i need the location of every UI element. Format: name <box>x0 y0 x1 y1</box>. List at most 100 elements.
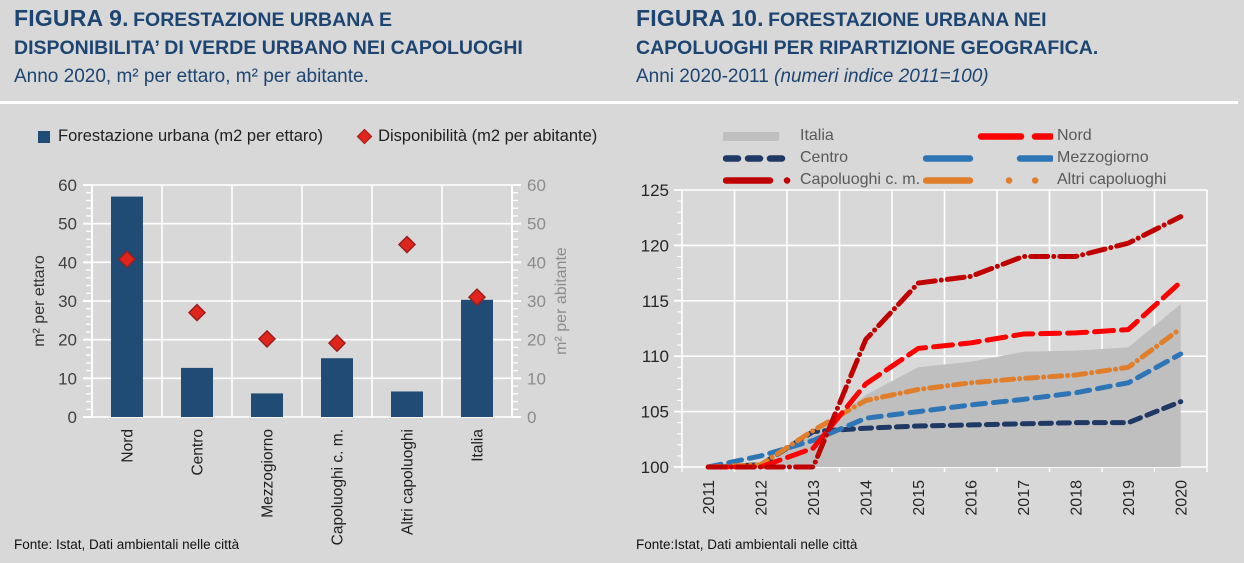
fig9-xlabel: Nord <box>120 429 137 463</box>
figura9-title-line2: DISPONIBILITA’ DI VERDE URBANO NEI CAPOL… <box>14 37 523 59</box>
bar-Capoluoghi c. m. <box>321 358 353 417</box>
fig9-ytick-right: 0 <box>527 408 536 427</box>
fig9-ytick-right: 10 <box>527 369 546 388</box>
legend-item-nord: Nord <box>923 127 1166 145</box>
figura9-chart: 0 0 10 10 20 20 30 30 40 40 50 50 60 60 Nord Centro Mezz… <box>31 176 570 545</box>
figura10-subtitle-italic: (numeri indice 2011=100) <box>774 66 989 87</box>
line-swatch-icon <box>723 130 800 143</box>
line-swatch-icon <box>723 152 800 165</box>
figura9-title-block: FIGURA 9. FORESTAZIONE URBANA E DISPONIB… <box>14 5 614 90</box>
figura9-title: FIGURA 9. FORESTAZIONE URBANA E DISPONIB… <box>14 5 614 63</box>
fig9-diamonds <box>117 235 487 353</box>
bar-Mezzogiorno <box>251 393 283 417</box>
bar-Italia <box>461 299 493 417</box>
legend-item-mezzogiorno: Mezzogiorno <box>923 149 1166 167</box>
figura9-legend: Forestazione urbana (m2 per ettaro) Disp… <box>38 127 597 146</box>
figura10-subtitle-normal: Anni 2020-2011 <box>636 66 775 87</box>
fig9-ytick-right: 30 <box>527 292 546 311</box>
legend-label: Capoluoghi c. m. <box>800 171 921 188</box>
figura10-title-line2: CAPOLUOGHI PER RIPARTIZIONE GEOGRAFICA. <box>636 37 1099 59</box>
figura9-title-line1: FORESTAZIONE URBANA E <box>133 9 393 31</box>
legend-label: Mezzogiorno <box>1057 149 1149 166</box>
fig9-ytick-left: 30 <box>58 292 77 311</box>
figura10-panel: FIGURA 10. FORESTAZIONE URBANA NEI CAPOL… <box>622 0 1244 563</box>
diamond-Mezzogiorno <box>257 329 277 348</box>
legend-label: Centro <box>800 149 849 166</box>
legend-item-italia: Italia <box>723 127 923 145</box>
title-divider-rule <box>0 101 1238 104</box>
fig9-xlabel: Capoluoghi c. m. <box>330 429 347 545</box>
legend-item-capoluoghi-c-m-: Capoluoghi c. m. <box>723 171 923 189</box>
diamond-Altri capoluoghi <box>397 235 417 254</box>
fig10-ytick: 115 <box>642 292 669 311</box>
fig9-plot: 0 0 10 10 20 20 30 30 40 40 50 50 60 60 <box>58 176 546 427</box>
fig10-xlabel: 2019 <box>1121 480 1138 516</box>
fig9-ylabel-right: m² per abitante <box>553 247 570 355</box>
fig9-ytick-right: 20 <box>527 331 546 350</box>
diamond-Nord <box>117 250 137 269</box>
figura10-subtitle: Anni 2020-2011 (numeri indice 2011=100) <box>636 64 1236 90</box>
diamond-Italia <box>467 288 487 307</box>
fig9-xlabel: Italia <box>470 429 487 462</box>
fig10-ytick: 120 <box>641 236 669 255</box>
fig9-ytick-right: 50 <box>527 215 546 234</box>
bar-Nord <box>111 196 143 417</box>
legend-label: Forestazione urbana (m2 per ettaro) <box>58 127 324 145</box>
legend-item-disponibilita: Disponibilità (m2 per abitante) <box>356 127 598 146</box>
diamond-Centro <box>187 303 207 322</box>
legend-label: Altri capoluoghi <box>1057 171 1167 188</box>
series-line-Capoluoghi c. m. <box>705 214 1184 470</box>
fig9-bars <box>111 196 493 417</box>
diamond-marker-icon <box>356 128 373 145</box>
legend-label: Disponibilità (m2 per abitante) <box>378 127 598 145</box>
line-swatch-icon <box>923 130 1057 143</box>
fig10-ytick: 105 <box>641 403 669 422</box>
fig10-xlabel: 2015 <box>911 480 928 516</box>
fig9-xlabel: Centro <box>190 429 207 476</box>
figura10-title: FIGURA 10. FORESTAZIONE URBANA NEI CAPOL… <box>636 5 1236 63</box>
fig10-ytick: 110 <box>642 347 669 366</box>
figura10-title-line1: FORESTAZIONE URBANA NEI <box>768 9 1047 31</box>
figura9-subtitle: Anno 2020, m² per ettaro, m² per abitant… <box>14 66 369 87</box>
fig9-ytick-right: 40 <box>527 253 546 272</box>
fig10-xlabel: 2016 <box>963 480 980 516</box>
fig9-ytick-left: 20 <box>58 331 77 350</box>
series-line-Mezzogiorno <box>705 351 1184 470</box>
bar-Altri capoluoghi <box>391 391 423 417</box>
figura10-footer: Fonte:Istat, Dati ambientali nelle città <box>636 537 858 552</box>
legend-label: Nord <box>1057 127 1092 144</box>
fig9-ytick-left: 50 <box>58 215 77 234</box>
line-swatch-icon <box>923 152 1057 165</box>
figura10-title-prefix: FIGURA 10. <box>636 5 764 31</box>
bar-Centro <box>181 367 213 417</box>
fig10-ytick: 125 <box>641 183 669 200</box>
diamond-Capoluoghi c. m. <box>327 334 347 353</box>
fig9-ytick-right: 60 <box>527 176 546 195</box>
fig10-xlabel: 2011 <box>701 480 718 515</box>
figura9-title-prefix: FIGURA 9. <box>14 5 129 31</box>
fig9-xlabel: Altri capoluoghi <box>400 429 417 535</box>
figura10-legend: Italia Nord Centro Mezzogiorno Capoluoghi c.… <box>723 125 1166 191</box>
bar-square-icon <box>38 130 50 143</box>
line-swatch-icon <box>723 174 800 187</box>
fig10-xlabel: 2018 <box>1068 480 1085 516</box>
fig9-ytick-left: 60 <box>58 176 77 195</box>
legend-item-altri-capoluoghi: Altri capoluoghi <box>923 171 1166 189</box>
legend-item-forestazione-urbana: Forestazione urbana (m2 per ettaro) <box>38 127 323 146</box>
series-area-Italia <box>708 304 1181 467</box>
fig10-ytick: 100 <box>641 458 669 477</box>
legend-item-centro: Centro <box>723 149 923 167</box>
fig9-xlabel: Mezzogiorno <box>260 429 277 518</box>
legend-label: Italia <box>800 127 834 144</box>
figura9-footer: Fonte: Istat, Dati ambientali nelle citt… <box>14 537 240 552</box>
fig9-ytick-left: 40 <box>58 253 77 272</box>
fig10-xlabel: 2014 <box>858 480 875 516</box>
fig10-xlabel: 2012 <box>753 480 770 516</box>
series-line-Nord <box>705 279 1184 470</box>
series-line-Altri capoluoghi <box>705 326 1184 470</box>
figura9-panel: FIGURA 9. FORESTAZIONE URBANA E DISPONIB… <box>14 5 614 552</box>
fig10-xlabel: 2020 <box>1173 480 1190 516</box>
fig10-xlabel: 2013 <box>806 480 823 516</box>
fig10-xlabel: 2017 <box>1016 480 1033 516</box>
